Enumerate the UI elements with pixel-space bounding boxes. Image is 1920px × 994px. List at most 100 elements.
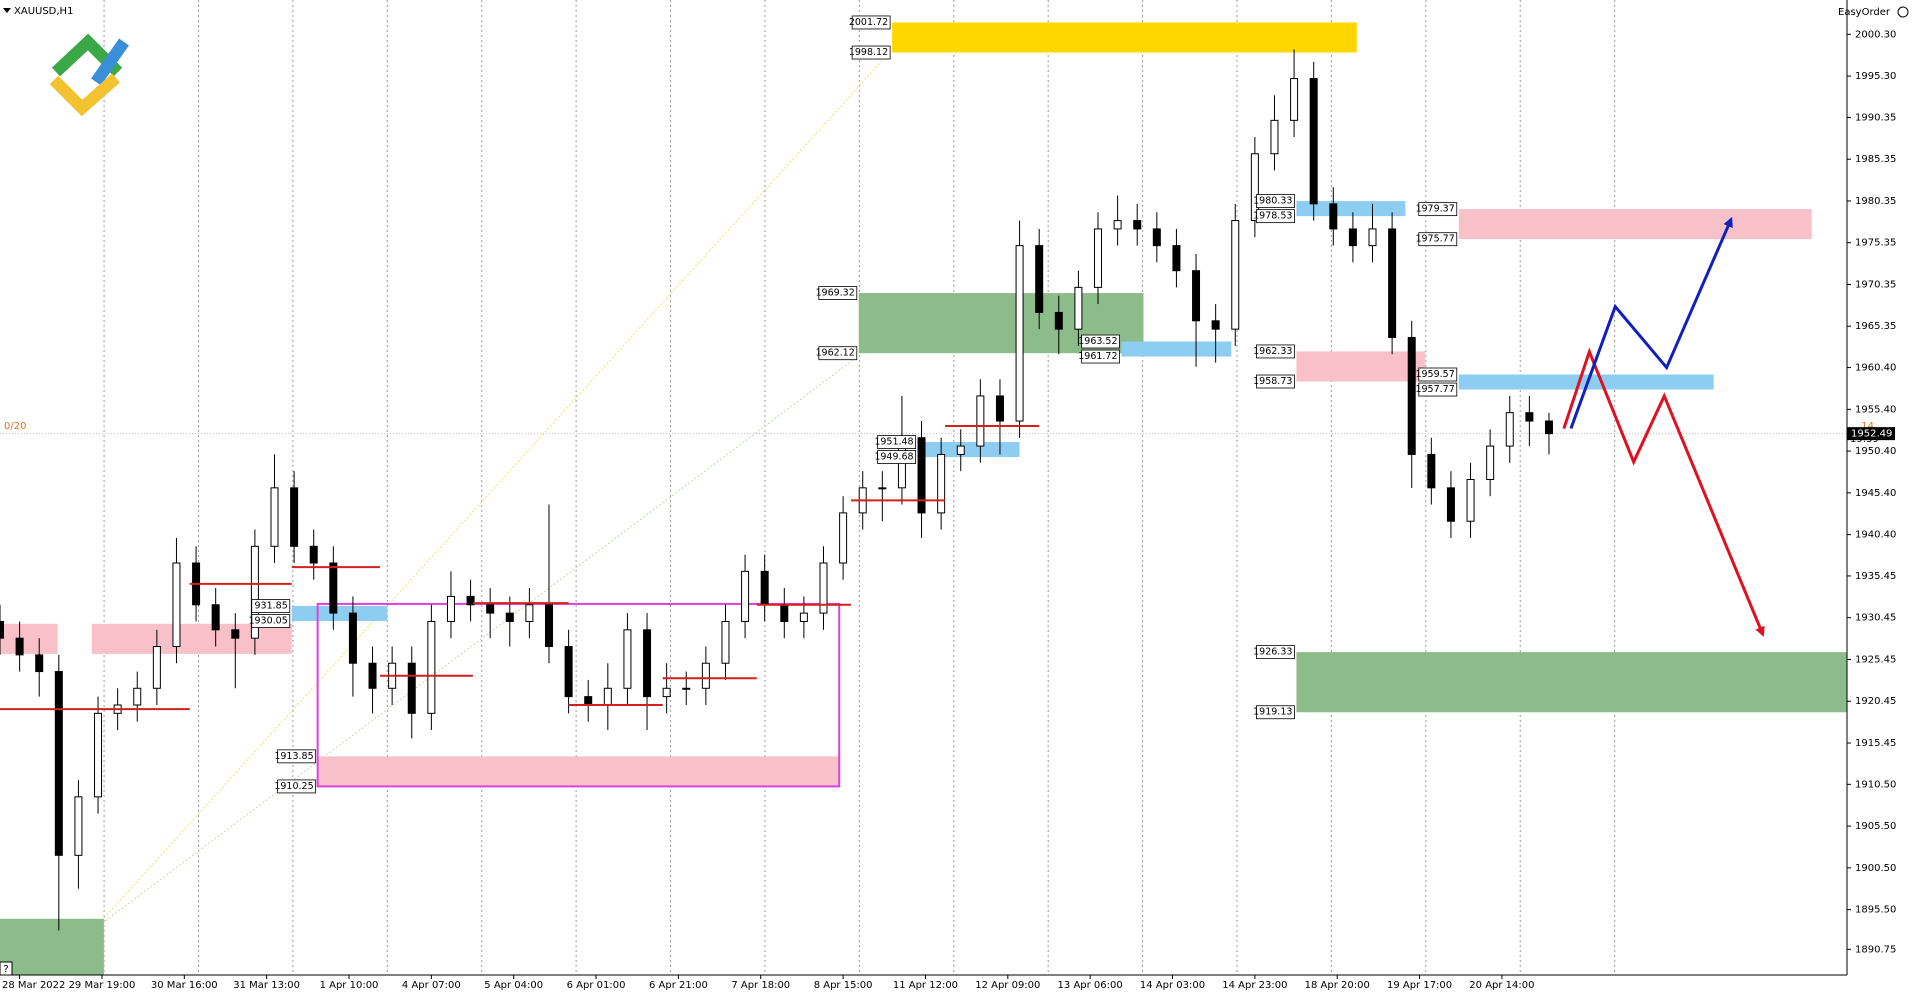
x-tick-label: 18 Apr 20:00 xyxy=(1305,980,1370,991)
y-tick-label: 2000.30 xyxy=(1855,29,1896,40)
candle-body xyxy=(1329,203,1338,230)
candle-body xyxy=(799,612,808,622)
y-tick-label: 1970.35 xyxy=(1855,279,1896,290)
zone-label-box xyxy=(851,45,891,60)
forecast-arrow xyxy=(1569,216,1733,430)
y-tick-label: 1925.45 xyxy=(1855,654,1896,665)
candle-body xyxy=(368,662,377,689)
zone xyxy=(892,22,1357,53)
y-tick-label: 1950.40 xyxy=(1855,446,1896,457)
candle-body xyxy=(1211,320,1220,330)
candle-body xyxy=(917,437,926,514)
zone-label: 1913.85 xyxy=(274,751,313,762)
zone xyxy=(1121,341,1232,357)
menu-arrow[interactable] xyxy=(3,8,11,13)
candle-body xyxy=(54,671,63,856)
y-tick-label: 1935.45 xyxy=(1855,571,1896,582)
candle-body xyxy=(995,395,1004,422)
y-tick-label: 1985.35 xyxy=(1855,154,1896,165)
x-tick-label: 13 Apr 06:00 xyxy=(1058,980,1123,991)
candle-body xyxy=(172,562,181,648)
range-box xyxy=(316,602,841,788)
candle-body xyxy=(1133,220,1142,230)
candle-body xyxy=(0,620,4,639)
candle-body xyxy=(564,646,573,698)
candle-body xyxy=(584,696,593,706)
candle-body xyxy=(231,629,240,639)
zone xyxy=(1296,201,1406,217)
zone-label-box xyxy=(1418,367,1458,382)
zone-label-box xyxy=(1256,645,1295,660)
spread-label: 0/20 xyxy=(4,421,26,432)
zone-label: 1951.48 xyxy=(874,437,913,448)
candle-body xyxy=(819,562,828,614)
zone-label-box xyxy=(877,435,917,449)
candle-body xyxy=(309,545,318,564)
candle-body xyxy=(1525,412,1534,422)
candle-body xyxy=(1407,337,1416,455)
expert-icon xyxy=(1897,6,1909,18)
candle-body xyxy=(466,595,475,606)
candle-body xyxy=(1348,228,1357,247)
candle-body xyxy=(956,445,965,455)
x-tick-label: 28 Mar 2022 xyxy=(2,980,65,991)
x-tick-label: 5 Apr 04:00 xyxy=(484,980,543,991)
zone-label: 1949.68 xyxy=(874,452,913,463)
x-tick-label: 7 Apr 18:00 xyxy=(731,980,790,991)
zone-label: 2001.72 xyxy=(849,17,888,28)
y-tick-label: 1945.40 xyxy=(1855,488,1896,499)
candle-body xyxy=(682,687,691,690)
zone xyxy=(317,756,840,787)
zone-label-box xyxy=(818,286,858,300)
help-box[interactable] xyxy=(0,961,13,976)
candle-body xyxy=(780,604,789,622)
zone-label-box xyxy=(1081,349,1120,364)
candle-body xyxy=(211,604,220,631)
zone-label-box xyxy=(877,450,917,464)
x-tick-label: 14 Apr 03:00 xyxy=(1140,980,1205,991)
candle-body xyxy=(1446,487,1455,522)
candle-body xyxy=(1388,228,1397,338)
zone xyxy=(1296,351,1426,382)
candle-body xyxy=(94,712,103,798)
candle-body xyxy=(1466,478,1475,522)
x-tick-label: 11 Apr 12:00 xyxy=(893,980,958,991)
zone-label: 1980.33 xyxy=(1253,196,1292,207)
candle-body xyxy=(152,646,161,689)
logo-yellow xyxy=(49,73,120,117)
zone xyxy=(0,623,58,654)
candle-body xyxy=(603,687,612,706)
y-tick-label: 1900.50 xyxy=(1855,863,1896,874)
y-tick-label: 1980.35 xyxy=(1855,196,1896,207)
zone-label-box xyxy=(277,749,317,764)
y-tick-label: 1990.35 xyxy=(1855,112,1896,123)
zone-label: 1975.77 xyxy=(1415,234,1454,245)
candle-body xyxy=(1054,311,1063,330)
candle-body xyxy=(1035,245,1044,313)
zone xyxy=(1458,209,1812,240)
zone-label: 1930.05 xyxy=(248,616,287,627)
y-tick-label: 1995.30 xyxy=(1855,71,1896,82)
candle-body xyxy=(1231,220,1240,330)
zone-label: 1998.12 xyxy=(849,47,888,58)
candle-body xyxy=(446,595,455,622)
candle-body xyxy=(407,662,416,714)
candle-body xyxy=(1250,153,1259,222)
y-tick-label: 1910.50 xyxy=(1855,779,1896,790)
y-tick-label: 1940.40 xyxy=(1855,530,1896,541)
candle-body xyxy=(1152,228,1161,247)
tick-count: 14 xyxy=(1861,421,1874,432)
zone-label-box xyxy=(818,346,858,361)
zone-label: 1919.13 xyxy=(1253,707,1292,718)
y-tick-label: 1920.45 xyxy=(1855,696,1896,707)
help-label[interactable]: ? xyxy=(3,964,8,975)
y-tick-label: 1930.45 xyxy=(1855,613,1896,624)
candle-body xyxy=(1015,245,1024,422)
y-tick-label: 1895.50 xyxy=(1855,905,1896,916)
candle-body xyxy=(1074,286,1083,330)
candle-body xyxy=(1427,453,1436,489)
candle-body xyxy=(839,512,848,564)
